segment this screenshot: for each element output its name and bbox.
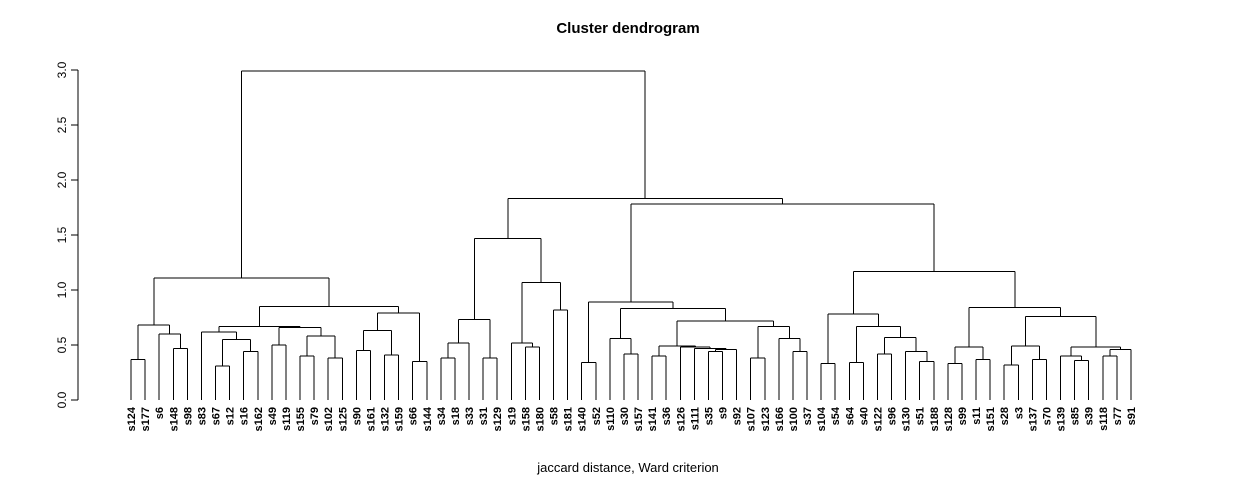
- leaf-label: s100: [788, 407, 800, 431]
- leaf-label: s11: [971, 407, 983, 425]
- leaf-label: s144: [422, 406, 434, 431]
- leaf-label: s188: [929, 407, 941, 431]
- leaf-label: s35: [703, 407, 715, 425]
- leaf-label: s123: [760, 407, 772, 431]
- leaf-label: s52: [591, 407, 603, 425]
- leaf-label: s49: [267, 407, 279, 425]
- leaf-label: s37: [802, 407, 814, 425]
- leaf-label: s148: [168, 407, 180, 431]
- leaf-label: s33: [464, 407, 476, 425]
- y-axis-tick-label: 1.5: [55, 226, 69, 243]
- leaf-labels: s124 s177 s6 s148 s98 s83 s67 s12 s16 s162 s49 s119…: [126, 406, 1138, 431]
- y-axis-tick-label: 2.5: [55, 116, 69, 133]
- leaf-label: s16: [239, 407, 251, 425]
- y-axis-tick-label: 0.0: [55, 391, 69, 408]
- y-axis-tick-label: 1.0: [55, 281, 69, 298]
- leaf-label: s92: [732, 407, 744, 425]
- leaf-label: s28: [999, 407, 1011, 425]
- leaf-label: s6: [154, 407, 166, 419]
- leaf-label: s79: [309, 407, 321, 425]
- leaf-label: s155: [295, 407, 307, 431]
- leaf-label: s151: [985, 407, 997, 431]
- leaf-label: s85: [1070, 407, 1082, 425]
- leaf-label: s96: [887, 407, 899, 425]
- leaf-label: s67: [211, 407, 223, 425]
- leaf-label: s70: [1041, 407, 1053, 425]
- y-axis-tick-label: 3.0: [55, 61, 69, 78]
- leaf-label: s77: [1112, 407, 1124, 425]
- leaf-label: s122: [872, 407, 884, 431]
- leaf-label: s36: [661, 407, 673, 425]
- leaf-label: s40: [858, 407, 870, 425]
- leaf-label: s132: [380, 407, 392, 431]
- leaf-label: s125: [337, 407, 349, 431]
- y-axis-tick-label: 2.0: [55, 171, 69, 188]
- leaf-label: s18: [450, 407, 462, 425]
- leaf-label: s162: [253, 407, 265, 431]
- leaf-label: s137: [1027, 407, 1039, 431]
- leaf-label: s107: [746, 407, 758, 431]
- leaf-label: s159: [394, 407, 406, 431]
- leaf-label: s181: [563, 407, 575, 431]
- leaf-label: s128: [943, 407, 955, 431]
- leaf-label: s3: [1013, 407, 1025, 419]
- leaf-label: s102: [323, 407, 335, 431]
- leaf-label: s161: [365, 407, 377, 431]
- leaf-label: s126: [675, 407, 687, 431]
- leaf-label: s141: [647, 407, 659, 431]
- leaf-label: s129: [492, 407, 504, 431]
- leaf-label: s110: [605, 407, 617, 431]
- leaf-label: s139: [1056, 407, 1068, 431]
- leaf-label: s140: [577, 407, 589, 431]
- leaf-label: s99: [957, 407, 969, 425]
- dendrogram-tree: [130, 70, 1132, 400]
- leaf-label: s124: [126, 406, 138, 431]
- leaf-label: s104: [816, 406, 828, 431]
- leaf-label: s31: [478, 407, 490, 425]
- leaf-label: s39: [1084, 407, 1096, 425]
- leaf-label: s58: [549, 407, 561, 425]
- leaf-label: s119: [281, 407, 293, 431]
- leaf-label: s130: [901, 407, 913, 431]
- leaf-label: s12: [225, 407, 237, 425]
- leaf-label: s19: [506, 407, 518, 425]
- leaf-label: s34: [436, 406, 448, 425]
- x-axis-caption: jaccard distance, Ward criterion: [536, 460, 719, 475]
- leaf-label: s177: [140, 407, 152, 431]
- leaf-label: s91: [1126, 407, 1138, 425]
- leaf-label: s166: [774, 407, 786, 431]
- leaf-label: s9: [718, 407, 730, 419]
- leaf-label: s83: [196, 407, 208, 425]
- y-axis: 0.0 0.5 1.0 1.5 2.0 2.5 3.0: [55, 61, 79, 408]
- leaf-label: s98: [182, 407, 194, 425]
- leaf-label: s180: [534, 407, 546, 431]
- leaf-label: s54: [830, 406, 842, 425]
- leaf-label: s30: [619, 407, 631, 425]
- leaf-label: s51: [915, 407, 927, 425]
- leaf-label: s157: [633, 407, 645, 431]
- leaf-label: s66: [408, 407, 420, 425]
- leaf-label: s111: [689, 407, 701, 430]
- leaf-label: s90: [351, 407, 363, 425]
- y-axis-tick-label: 0.5: [55, 336, 69, 353]
- leaf-label: s158: [520, 407, 532, 431]
- chart-title: Cluster dendrogram: [556, 20, 699, 37]
- leaf-label: s64: [844, 406, 856, 425]
- leaf-label: s118: [1098, 407, 1110, 431]
